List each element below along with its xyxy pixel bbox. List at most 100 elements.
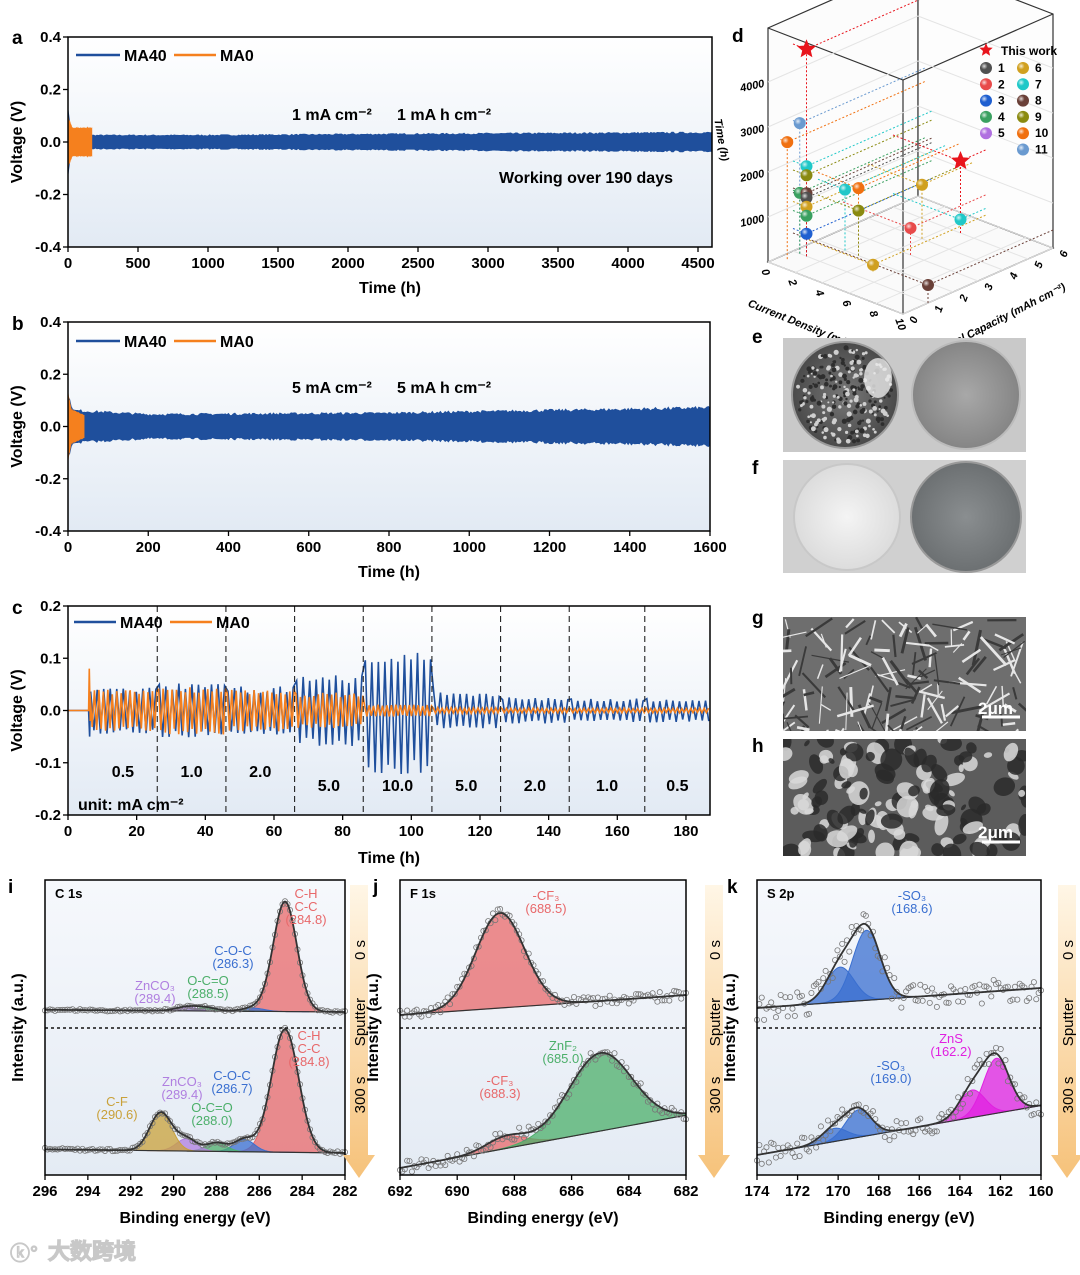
speckle	[796, 385, 800, 389]
speckle	[852, 388, 855, 391]
panel-label-c: c	[12, 598, 23, 619]
panel-label-k: k	[727, 877, 738, 898]
sem-image-g: 2μm	[757, 617, 1037, 760]
x-axis-label: Binding energy (eV)	[119, 1210, 270, 1227]
unit-label: unit: mA cm⁻²	[78, 797, 184, 814]
x-axis-label: Time (h)	[359, 280, 421, 297]
x-tick-label: 160	[605, 823, 630, 840]
legend-label: This work	[1001, 44, 1057, 58]
peak-label-line: (288.0)	[191, 1113, 232, 1128]
speckle	[849, 361, 853, 365]
x-tick-label: 80	[334, 823, 351, 840]
legend-label: MA0	[216, 615, 250, 632]
speckle	[831, 363, 835, 367]
speckle	[872, 428, 875, 431]
legend-label: 3	[998, 94, 1005, 108]
speckle	[855, 429, 859, 433]
x-tick-label: 1500	[261, 255, 294, 272]
speckle	[811, 426, 816, 431]
y-tick-label: 0.2	[40, 366, 61, 383]
x-tick-label: 1400	[613, 539, 646, 556]
x-tick-label: 692	[387, 1183, 412, 1200]
speckle	[865, 434, 869, 438]
zn-flake	[841, 634, 842, 671]
speckle	[823, 427, 828, 432]
x-tick-label: 180	[673, 823, 698, 840]
speckle	[814, 423, 818, 427]
speckle	[874, 400, 877, 403]
legend-label: 5	[998, 126, 1005, 140]
speckle	[845, 398, 847, 400]
x-tick-label: 6	[839, 299, 853, 310]
legend-label: 1	[998, 61, 1005, 75]
zn-disc-ma0	[794, 464, 900, 570]
speckle	[881, 422, 885, 426]
speckle	[812, 383, 814, 385]
x-tick-label: 168	[866, 1183, 891, 1200]
speckle	[813, 399, 816, 402]
rate-step-label: 0.5	[666, 778, 688, 795]
x-tick-label: 10	[892, 317, 908, 333]
speckle	[831, 432, 833, 434]
speckle	[855, 355, 860, 360]
speckle	[823, 436, 827, 440]
legend-marker-highlight	[1017, 95, 1029, 107]
y-tick-label: -0.2	[35, 471, 61, 488]
speckle	[805, 400, 808, 403]
annotation-current-density: 5 mA cm⁻²	[292, 380, 372, 397]
point-highlight	[794, 117, 806, 129]
x-tick-label: 0	[64, 255, 72, 272]
y-tick-label: 0	[908, 314, 922, 325]
peak-label-line: (290.6)	[96, 1107, 137, 1122]
speckle	[816, 369, 819, 372]
x-tick-label: 166	[907, 1183, 932, 1200]
x-tick-label: 282	[332, 1183, 357, 1200]
speckle	[852, 439, 856, 443]
x-tick-label: 284	[290, 1183, 316, 1200]
speckle	[842, 419, 847, 424]
speckle	[846, 439, 851, 444]
speckle	[821, 431, 824, 434]
x-axis-label: Binding energy (eV)	[467, 1210, 618, 1227]
peak-label: ZnCO₃(289.4)	[161, 1074, 202, 1102]
x-tick-label: 2000	[331, 255, 364, 272]
annotation-current-density: 1 mA cm⁻²	[292, 107, 372, 124]
peak-label-line: (688.5)	[525, 901, 566, 916]
x-tick-label: 60	[266, 823, 283, 840]
x-axis-label: Time (h)	[358, 850, 420, 867]
scale-bar-label: 2μm	[978, 823, 1013, 842]
speckle	[846, 380, 850, 384]
legend-label: MA40	[124, 48, 167, 65]
x-tick-label: 2	[785, 277, 799, 288]
glare	[864, 358, 892, 398]
zn-flake	[874, 650, 889, 651]
legend-marker-highlight	[980, 127, 992, 139]
x-tick-label: 296	[32, 1183, 57, 1200]
speckle	[821, 355, 824, 358]
speckle	[880, 417, 884, 421]
speckle	[845, 392, 850, 397]
point-highlight	[922, 279, 934, 291]
speckle	[872, 406, 877, 411]
peak-label-line: (286.3)	[212, 956, 253, 971]
speckle	[878, 405, 881, 408]
zn-flake	[930, 649, 931, 668]
speckle	[828, 372, 831, 375]
speckle	[848, 424, 852, 428]
x-tick-label: 100	[399, 823, 424, 840]
zn-flake	[768, 701, 784, 735]
zn-flake	[1003, 723, 1015, 724]
annotation-duration: Working over 190 days	[499, 170, 673, 187]
peak-label: C-O-C(286.3)	[212, 943, 253, 971]
speckle	[877, 410, 879, 412]
y-tick-label: 0.4	[40, 29, 62, 46]
x-tick-label: 3500	[541, 255, 574, 272]
x-tick-label: 4	[812, 287, 826, 298]
x-tick-label: 290	[161, 1183, 186, 1200]
speckle	[843, 401, 847, 405]
speckle	[817, 374, 820, 377]
x-tick-label: 286	[247, 1183, 272, 1200]
